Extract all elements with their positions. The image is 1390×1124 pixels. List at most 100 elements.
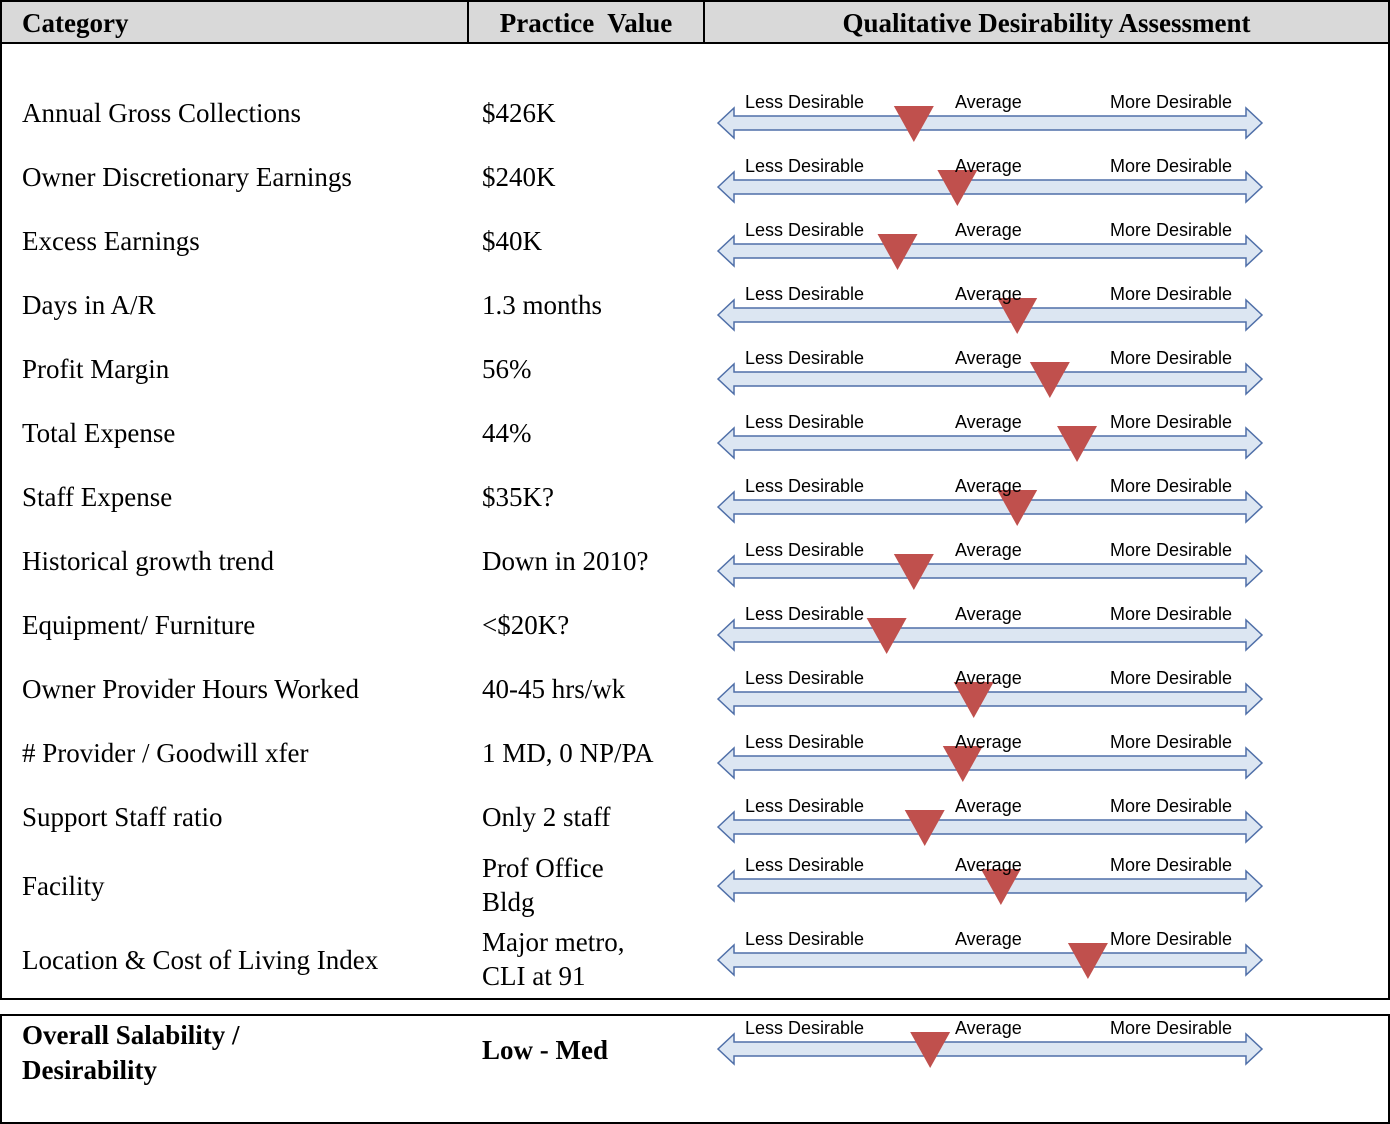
header-row <box>2 2 1388 44</box>
scale-label: More Desirable <box>1110 220 1233 240</box>
rating-marker <box>980 869 1021 905</box>
value-cell: Major metro, <box>482 927 625 957</box>
category-cell: Owner Discretionary Earnings <box>22 162 352 192</box>
rating-marker <box>1067 943 1108 979</box>
value-cell: <$20K? <box>482 610 570 640</box>
main-table <box>0 0 1390 1000</box>
rating-marker <box>866 618 907 654</box>
value-cell: Bldg <box>482 887 535 917</box>
scale-arrow <box>716 298 1264 332</box>
value-cell: $40K <box>482 226 542 256</box>
header-cell: Practice Value <box>499 8 673 38</box>
scale-label: More Desirable <box>1110 604 1233 624</box>
overall-category: Desirability <box>22 1055 157 1085</box>
value-cell: 44% <box>482 418 532 448</box>
rating-marker <box>942 746 983 782</box>
rating-marker <box>997 490 1038 526</box>
category-cell: Profit Margin <box>22 354 170 384</box>
scale-label: Less Desirable <box>745 929 865 949</box>
scale-label: More Desirable <box>1110 348 1233 368</box>
overall-value: Low - Med <box>482 1035 608 1065</box>
rating-marker <box>937 170 978 206</box>
scale-label: Less Desirable <box>745 855 865 875</box>
scale-label: Average <box>955 348 1022 368</box>
value-cell: 1.3 months <box>482 290 603 320</box>
scale-label: Average <box>955 412 1022 432</box>
scale-label: Average <box>955 1018 1022 1038</box>
scale-label: Average <box>955 796 1022 816</box>
value-cell: CLI at 91 <box>482 961 586 991</box>
category-cell: Facility <box>22 871 105 901</box>
scale-arrow <box>716 234 1264 268</box>
rating-marker <box>997 298 1038 334</box>
scale-label: Less Desirable <box>745 732 865 752</box>
value-cell: Down in 2010? <box>482 546 649 576</box>
scale-label: Less Desirable <box>745 348 865 368</box>
scale-label: Average <box>955 855 1022 875</box>
rating-marker <box>1057 426 1098 462</box>
scale-label: Average <box>955 284 1022 304</box>
rating-marker <box>910 1032 951 1068</box>
scale-label: Less Desirable <box>745 156 865 176</box>
rating-marker <box>953 682 994 718</box>
scale-label: Less Desirable <box>745 604 865 624</box>
value-cell: $240K <box>482 162 556 192</box>
scale-label: Less Desirable <box>745 412 865 432</box>
scale-label: Average <box>955 604 1022 624</box>
scale-label: Average <box>955 156 1022 176</box>
scale-label: Less Desirable <box>745 796 865 816</box>
scale-label: More Desirable <box>1110 92 1233 112</box>
category-cell: Equipment/ Furniture <box>22 610 256 640</box>
value-cell: $35K? <box>482 482 554 512</box>
scale-label: Average <box>955 732 1022 752</box>
scale-label: More Desirable <box>1110 732 1233 752</box>
scale-label: More Desirable <box>1110 929 1233 949</box>
category-cell: Historical growth trend <box>22 546 274 576</box>
scale-label: More Desirable <box>1110 1018 1233 1038</box>
value-cell: 1 MD, 0 NP/PA <box>482 738 654 768</box>
rating-marker <box>904 810 945 846</box>
scale-label: Less Desirable <box>745 220 865 240</box>
scale-arrow <box>716 869 1264 903</box>
rating-marker <box>1029 362 1070 398</box>
scale-label: Less Desirable <box>745 668 865 688</box>
scale-arrow <box>716 554 1264 588</box>
scale-label: Less Desirable <box>745 1018 865 1038</box>
category-cell: Excess Earnings <box>22 226 200 256</box>
scale-arrow <box>716 362 1264 396</box>
scale-arrow <box>716 490 1264 524</box>
category-cell: Staff Expense <box>22 482 173 512</box>
header-cell: Qualitative Desirability Assessment <box>842 8 1251 38</box>
scale-label: Less Desirable <box>745 540 865 560</box>
scale-arrow <box>716 106 1264 140</box>
scale-label: Average <box>955 668 1022 688</box>
scale-arrow <box>716 746 1264 780</box>
scale-label: More Desirable <box>1110 540 1233 560</box>
scale-arrow <box>716 618 1264 652</box>
category-cell: # Provider / Goodwill xfer <box>22 738 309 768</box>
header-cell: Category <box>22 8 129 38</box>
scale-label: More Desirable <box>1110 284 1233 304</box>
scale-label: More Desirable <box>1110 668 1233 688</box>
scale-label: More Desirable <box>1110 156 1233 176</box>
scale-arrow <box>716 810 1264 844</box>
rating-marker <box>893 554 934 590</box>
scale-arrow <box>716 943 1264 977</box>
value-cell: Only 2 staff <box>482 802 611 832</box>
category-cell: Location & Cost of Living Index <box>22 945 379 975</box>
scale-label: Average <box>955 540 1022 560</box>
scale-label: Average <box>955 220 1022 240</box>
scale-arrow <box>716 1032 1264 1066</box>
scale-label: Average <box>955 476 1022 496</box>
scale-label: Average <box>955 929 1022 949</box>
scale-label: Less Desirable <box>745 476 865 496</box>
category-cell: Support Staff ratio <box>22 802 223 832</box>
header-divider <box>467 2 469 42</box>
scale-arrow <box>716 426 1264 460</box>
category-cell: Annual Gross Collections <box>22 98 301 128</box>
scale-label: Less Desirable <box>745 284 865 304</box>
scale-label: More Desirable <box>1110 855 1233 875</box>
scale-label: More Desirable <box>1110 476 1233 496</box>
